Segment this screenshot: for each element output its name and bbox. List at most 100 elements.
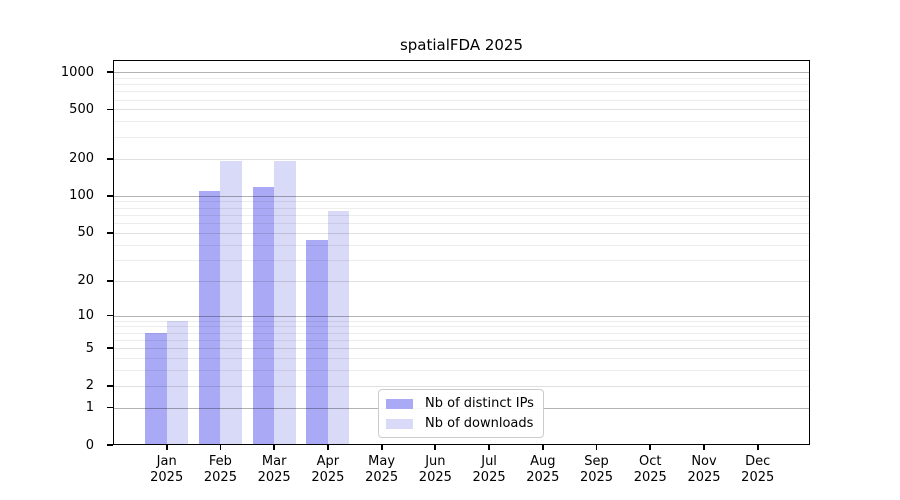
x-tick-year: 2025	[579, 470, 614, 485]
y-tick-mark	[107, 384, 113, 387]
minor-gridline	[113, 244, 810, 246]
bar-mar-distinct-ips	[252, 187, 275, 445]
x-tick-mark	[703, 445, 705, 450]
legend-row: Nb of downloads	[386, 416, 543, 432]
y-axis: 0 1 2 5 10 20 50 100 200 500 1000	[0, 60, 113, 452]
bar-feb-downloads	[220, 161, 242, 445]
minor-gridline	[113, 84, 810, 86]
x-tick-mark	[595, 445, 598, 450]
x-tick-label-jun: Jun 2025	[405, 454, 465, 486]
minor-gridline	[113, 214, 810, 216]
bar-jan-downloads	[166, 320, 189, 445]
x-tick-label-oct: Oct 2025	[620, 454, 680, 486]
y-tick-label: 50	[77, 225, 94, 241]
plot-area	[113, 60, 810, 445]
x-tick-label-mar: Mar 2025	[244, 454, 304, 486]
minor-gridline	[113, 326, 810, 328]
bar-apr-distinct-ips	[306, 239, 328, 445]
x-tick-mark	[165, 445, 168, 450]
y-tick-label: 200	[69, 151, 94, 167]
legend-swatch-distinct-ips	[386, 398, 413, 409]
x-tick-label-sep: Sep 2025	[567, 454, 627, 486]
minor-gridline	[113, 339, 810, 341]
y-tick-mark	[107, 347, 113, 350]
y-tick-mark	[107, 71, 113, 73]
minor-gridline	[113, 91, 810, 93]
minor-gridline	[113, 77, 810, 79]
y-tick-label: 0	[85, 437, 94, 453]
y-tick-mark	[107, 108, 113, 111]
x-tick-year: 2025	[257, 470, 291, 485]
x-tick-mark	[326, 445, 329, 450]
minor-gridline	[113, 332, 810, 334]
x-tick-year: 2025	[687, 470, 721, 485]
major-gridline	[113, 72, 810, 74]
x-tick-label-jan: Jan 2025	[137, 454, 197, 486]
x-tick-year: 2025	[741, 470, 775, 485]
y-tick-mark	[107, 406, 113, 409]
x-tick-mark	[649, 445, 652, 450]
y-tick-mark	[107, 231, 113, 234]
x-tick-year: 2025	[311, 470, 345, 485]
x-tick-label-apr: Apr 2025	[298, 454, 358, 486]
y-tick-label: 1	[85, 400, 94, 416]
bar-apr-downloads	[327, 210, 350, 445]
x-tick-year: 2025	[526, 470, 560, 485]
minor-gridline	[113, 121, 810, 123]
x-tick-label-may: May 2025	[352, 454, 412, 486]
y-tick-mark	[107, 157, 113, 160]
x-tick-year: 2025	[633, 470, 667, 485]
x-tick-label-aug: Aug 2025	[513, 454, 573, 486]
x-tick-label-nov: Nov 2025	[674, 454, 734, 486]
x-tick-mark	[488, 445, 490, 450]
bar-feb-distinct-ips	[198, 190, 221, 445]
minor-gridline	[113, 259, 810, 261]
minor-gridline	[113, 370, 810, 372]
x-tick-mark	[273, 445, 276, 450]
legend-label-distinct-ips: Nb of distinct IPs	[425, 396, 534, 411]
x-tick-year: 2025	[150, 470, 184, 485]
minor-gridline	[113, 207, 810, 209]
y-tick-label: 10	[77, 308, 94, 324]
x-tick-mark	[434, 445, 437, 450]
y-tick-label: 2	[85, 378, 94, 394]
x-tick-mark	[219, 445, 222, 450]
major-gridline	[113, 195, 810, 197]
y-tick-label: 5	[85, 340, 94, 356]
x-tick-mark	[756, 445, 759, 450]
major-gridline	[113, 385, 810, 387]
major-gridline	[113, 158, 810, 160]
x-axis: Jan 2025 Feb 2025 Mar 2025 Apr 2025 May 2025 Jun 20…	[113, 445, 810, 500]
x-tick-label-dec: Dec 2025	[728, 454, 788, 486]
x-tick-year: 2025	[472, 470, 506, 485]
x-tick-label-jul: Jul 2025	[459, 454, 519, 486]
x-tick-label-feb: Feb 2025	[190, 454, 250, 486]
y-tick-label: 20	[77, 273, 94, 289]
chart-title: spatialFDA 2025	[399, 36, 524, 54]
legend-label-downloads: Nb of downloads	[425, 416, 534, 431]
major-gridline	[113, 315, 810, 317]
x-tick-year: 2025	[203, 470, 237, 485]
minor-gridline	[113, 320, 810, 322]
x-tick-mark	[380, 445, 383, 450]
x-tick-year: 2025	[418, 470, 452, 485]
y-tick-mark	[107, 444, 113, 446]
major-gridline	[113, 348, 810, 350]
x-tick-year: 2025	[365, 470, 399, 485]
minor-gridline	[113, 136, 810, 138]
y-tick-label: 1000	[60, 64, 94, 80]
legend-row: Nb of distinct IPs	[386, 396, 543, 412]
y-tick-mark	[107, 314, 113, 317]
y-tick-mark	[107, 194, 113, 197]
y-tick-mark	[107, 279, 113, 282]
minor-gridline	[113, 358, 810, 360]
minor-gridline	[113, 201, 810, 203]
bar-jan-distinct-ips	[145, 332, 167, 445]
y-tick-label: 100	[69, 188, 94, 204]
major-gridline	[113, 232, 810, 234]
major-gridline	[113, 109, 810, 111]
y-tick-label: 500	[69, 101, 94, 117]
major-gridline	[113, 280, 810, 282]
bar-mar-downloads	[274, 161, 296, 445]
